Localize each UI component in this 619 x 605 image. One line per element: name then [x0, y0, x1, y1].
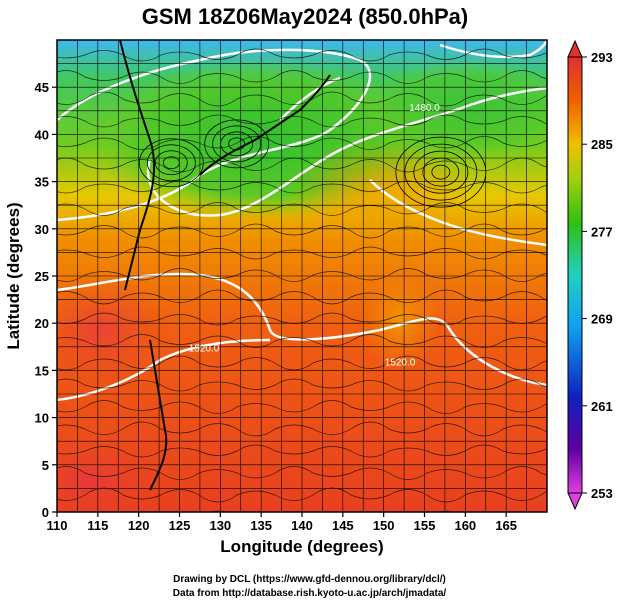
colorbar-tick-label: 269 — [591, 312, 613, 327]
streamline — [57, 444, 547, 458]
x-tick-label: 130 — [209, 518, 231, 533]
x-axis-label: Longitude (degrees) — [220, 537, 383, 556]
streamline — [57, 136, 547, 150]
y-tick-label: 25 — [35, 269, 49, 284]
x-tick-label: 115 — [87, 518, 108, 533]
wind-streamlines — [57, 48, 547, 512]
streamline — [57, 91, 547, 107]
y-tick-label: 0 — [42, 505, 49, 520]
colorbar-tick-label: 277 — [591, 224, 613, 239]
y-tick-label: 30 — [35, 222, 49, 237]
y-tick-label: 5 — [42, 458, 49, 473]
contour-label: 1480.0 — [409, 103, 440, 114]
y-tick-label: 35 — [35, 175, 49, 190]
streamline — [57, 114, 547, 128]
x-tick-label: 140 — [291, 518, 313, 533]
streamline — [57, 246, 547, 260]
streamline — [57, 202, 547, 216]
colorbar-top-arrow — [567, 39, 583, 58]
colorbar: 253 261 269 277 285 293 — [567, 39, 613, 511]
y-axis: 0 5 10 15 20 25 30 35 40 45 — [35, 80, 57, 520]
streamline — [57, 355, 547, 371]
contour-line — [57, 338, 271, 402]
colorbar-bottom-arrow — [567, 492, 583, 511]
coastline — [119, 40, 156, 291]
swirl-ring — [138, 138, 204, 188]
grid — [57, 40, 547, 512]
y-tick-label: 20 — [35, 316, 49, 331]
x-tick-label: 155 — [414, 518, 436, 533]
streamline — [57, 421, 547, 437]
swirl-ring — [154, 150, 188, 176]
y-tick-label: 40 — [35, 127, 49, 142]
streamline — [57, 48, 547, 62]
contour-line — [57, 48, 372, 222]
streamline — [57, 487, 547, 503]
x-tick-label: 120 — [128, 518, 150, 533]
cyclone-ring — [431, 164, 451, 180]
streamline — [57, 223, 547, 239]
contour-line — [439, 40, 547, 59]
x-axis: 110 115 120 125 130 135 140 145 150 155 160 165 — [47, 512, 517, 533]
contour-label: 1520.0 — [385, 358, 416, 369]
japan-coastline — [199, 74, 331, 176]
x-tick-label: 150 — [373, 518, 395, 533]
credit-data: Data from http://database.rish.kyoto-u.a… — [172, 588, 447, 599]
x-tick-label: 165 — [495, 518, 517, 533]
temperature-field: 1480.0 1520.0 1520.0 — [57, 40, 547, 512]
streamline — [57, 334, 547, 348]
y-axis-label: Latitude (degrees) — [4, 202, 23, 349]
colorbar-gradient — [567, 56, 583, 494]
colorbar-tick-label: 285 — [591, 137, 613, 152]
contour-labels: 1480.0 1520.0 1520.0 — [189, 103, 441, 369]
y-tick-label: 10 — [35, 411, 49, 426]
colorbar-tick-label: 293 — [591, 50, 613, 65]
y-tick-label: 45 — [35, 80, 49, 95]
streamline — [57, 180, 547, 194]
x-tick-label: 135 — [250, 518, 272, 533]
colorbar-tick-label: 261 — [591, 399, 613, 414]
swirl-ring — [212, 125, 262, 163]
colorbar-ticks: 253 261 269 277 285 293 — [582, 50, 613, 501]
x-tick-label: 125 — [169, 518, 191, 533]
y-tick-label: 15 — [35, 363, 49, 378]
x-tick-label: 110 — [47, 518, 68, 533]
cyclone-ring — [413, 150, 469, 194]
streamline — [57, 289, 547, 305]
credit-dcl: Drawing by DCL (https://www.gfd-dennou.o… — [173, 574, 446, 585]
swirl-ring — [220, 131, 254, 157]
swirl-ring — [146, 144, 196, 182]
streamline — [57, 400, 547, 414]
contour-line — [57, 272, 547, 387]
colorbar-tick-label: 253 — [591, 486, 613, 501]
contour-line — [146, 86, 547, 217]
streamline — [57, 312, 547, 326]
contour-label: 1520.0 — [189, 344, 220, 355]
cyclone-streamlines — [138, 119, 487, 208]
streamline — [57, 378, 547, 392]
streamline — [57, 70, 547, 84]
streamline — [57, 466, 547, 480]
streamline — [57, 268, 547, 282]
contour-line — [369, 179, 547, 247]
x-tick-label: 160 — [454, 518, 476, 533]
x-tick-label: 145 — [332, 518, 354, 533]
chart-title: GSM 18Z06May2024 (850.0hPa) — [142, 4, 469, 29]
swirl-ring — [204, 119, 270, 169]
streamline — [57, 157, 547, 173]
